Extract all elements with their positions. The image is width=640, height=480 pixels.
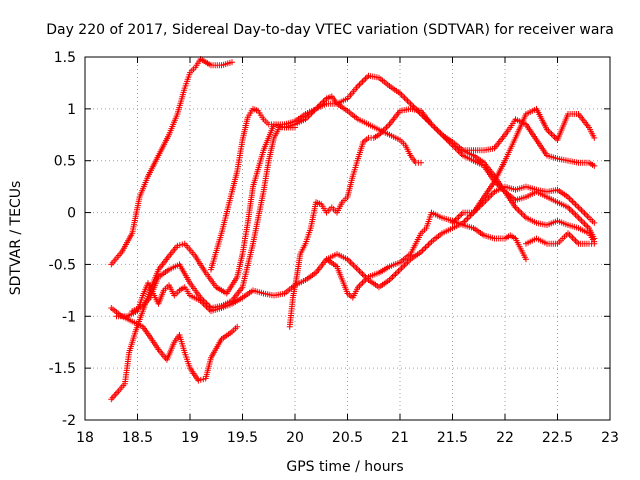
- y-tick-label: 0.5: [54, 154, 76, 170]
- y-tick-labels: -2 -1.5 -1 -0.5 0 0.5 1 1.5: [49, 50, 76, 429]
- y-tick-label: -2: [62, 413, 76, 429]
- y-tick-label: -1.5: [49, 361, 76, 377]
- x-tick-label: 22.5: [542, 430, 573, 446]
- y-tick-label: -0.5: [49, 257, 76, 273]
- x-tick-label: 18.5: [122, 430, 153, 446]
- x-tick-label: 19: [181, 430, 199, 446]
- series-7-markers: [286, 105, 598, 330]
- x-tick-label: 22: [496, 430, 514, 446]
- x-tick-label: 19.5: [227, 430, 258, 446]
- series-1-markers: [108, 56, 235, 268]
- x-tick-label: 23: [601, 430, 619, 446]
- x-tick-label: 21: [391, 430, 409, 446]
- grid: [85, 57, 610, 420]
- series-9-markers: [449, 183, 598, 226]
- series-10-markers: [460, 116, 598, 169]
- plot-frame: [84, 56, 611, 421]
- data-series: [108, 56, 598, 403]
- series-6-markers: [208, 105, 298, 273]
- x-tick-label: 18: [76, 430, 94, 446]
- x-tick-label: 20.5: [332, 430, 363, 446]
- y-tick-label: 1.5: [54, 50, 76, 66]
- x-axis-title: GPS time / hours: [286, 459, 403, 475]
- chart-title: Day 220 of 2017, Sidereal Day-to-day VTE…: [46, 22, 614, 38]
- x-tick-label: 20: [286, 430, 304, 446]
- y-tick-label: -1: [62, 309, 76, 325]
- series-3-markers: [108, 305, 241, 384]
- y-axis-title: SDTVAR / TECUs: [8, 181, 24, 296]
- series-11-markers: [523, 230, 598, 247]
- x-tick-labels: 18 18.5 19 19.5 20 20.5 21 21.5 22 22.5 23: [76, 430, 619, 446]
- x-tick-label: 21.5: [437, 430, 468, 446]
- y-tick-label: 1: [67, 102, 76, 118]
- y-tick-label: 0: [67, 206, 76, 222]
